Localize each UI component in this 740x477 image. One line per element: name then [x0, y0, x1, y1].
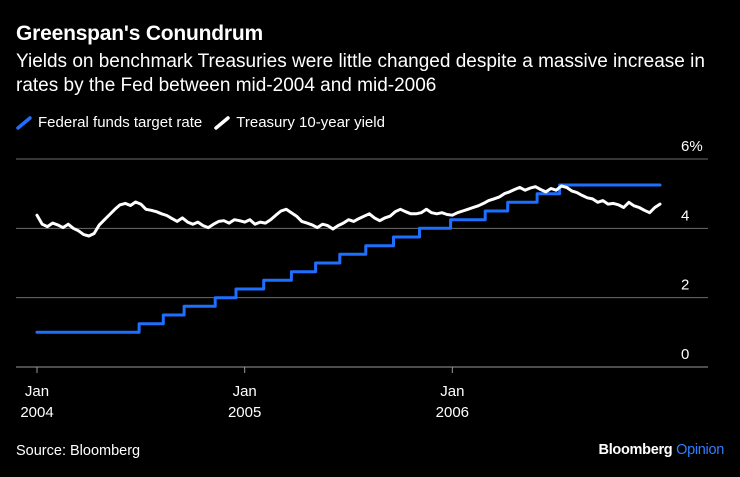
legend-item-treasury: Treasury 10-year yield [214, 114, 385, 131]
legend-item-fed-funds: Federal funds target rate [16, 114, 202, 131]
series-line-treasury [35, 184, 662, 238]
x-tick-label-year-2004: 2004 [20, 404, 53, 421]
x-tick-label-month-2004: Jan [25, 383, 49, 400]
x-tick-label-year-2006: 2006 [436, 404, 469, 421]
series-line-fed_funds [35, 183, 662, 334]
legend-label-treasury: Treasury 10-year yield [236, 114, 385, 131]
y-tick-label-2: 2 [681, 277, 689, 294]
legend-swatch-fed-funds [16, 115, 32, 130]
brand-logo: Bloomberg Opinion [598, 442, 725, 458]
chart-subtitle: Yields on benchmark Treasuries were litt… [16, 51, 705, 96]
brand-name: Bloomberg [598, 442, 673, 458]
y-tick-label-0: 0 [681, 346, 689, 363]
x-tick-label-month-2005: Jan [233, 383, 257, 400]
x-tick-label-month-2006: Jan [440, 383, 464, 400]
y-tick-label-4: 4 [681, 207, 689, 224]
y-tick-label-6: 6% [681, 138, 703, 155]
legend-swatch-treasury [214, 115, 231, 130]
source-note: Source: Bloomberg [16, 443, 141, 459]
chart-title: Greenspan's Conundrum [16, 22, 263, 45]
brand-product: Opinion [676, 442, 724, 458]
legend: Federal funds target rate Treasury 10-ye… [16, 114, 397, 131]
x-tick-label-year-2005: 2005 [228, 404, 261, 421]
legend-label-fed-funds: Federal funds target rate [38, 114, 203, 131]
